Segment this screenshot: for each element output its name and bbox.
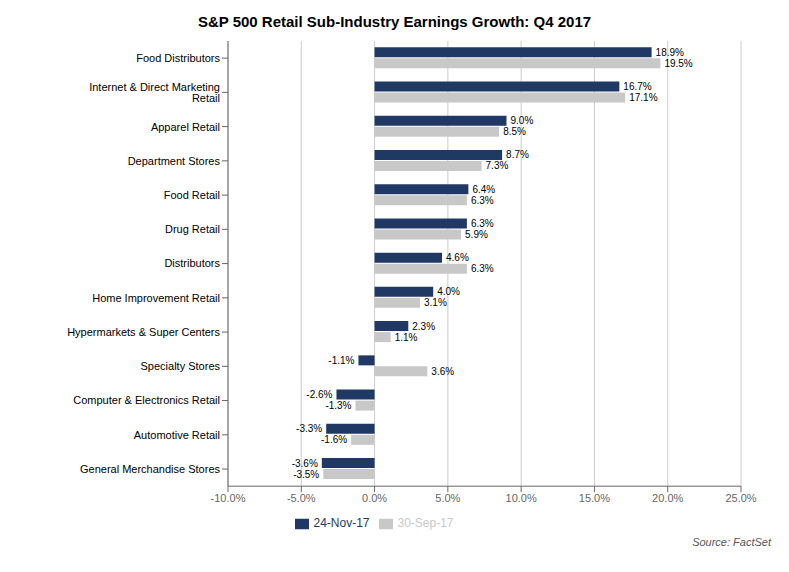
svg-text:1.1%: 1.1% [395, 332, 418, 343]
svg-text:6.4%: 6.4% [472, 184, 495, 195]
svg-text:Internet & Direct MarketingRet: Internet & Direct MarketingRetail [89, 81, 220, 104]
svg-text:Food Distributors: Food Distributors [136, 52, 220, 64]
svg-text:Distributors: Distributors [164, 257, 220, 269]
svg-text:0.0%: 0.0% [362, 492, 387, 504]
svg-text:9.0%: 9.0% [510, 115, 533, 126]
svg-text:25.0%: 25.0% [725, 492, 756, 504]
svg-text:Food Retail: Food Retail [164, 189, 220, 201]
html-text:24-Nov-17: 24-Nov-17 [313, 516, 370, 531]
svg-text:5.9%: 5.9% [465, 229, 488, 240]
svg-text:8.5%: 8.5% [503, 126, 526, 137]
svg-text:-3.6%: -3.6% [292, 458, 318, 469]
svg-text:Computer & Electronics Retail: Computer & Electronics Retail [73, 394, 220, 406]
svg-text:-2.6%: -2.6% [306, 389, 332, 400]
svg-text:-1.1%: -1.1% [328, 355, 354, 366]
svg-text:7.3%: 7.3% [486, 160, 509, 171]
svg-text:18.9%: 18.9% [656, 47, 684, 58]
svg-text:-3.5%: -3.5% [293, 469, 319, 480]
svg-text:2.3%: 2.3% [412, 321, 435, 332]
svg-text:Apparel Retail: Apparel Retail [151, 121, 220, 133]
svg-text:-5.0%: -5.0% [287, 492, 316, 504]
svg-text:15.0%: 15.0% [579, 492, 610, 504]
svg-text:5.0%: 5.0% [435, 492, 460, 504]
svg-text:Home Improvement Retail: Home Improvement Retail [92, 292, 220, 304]
svg-text:16.7%: 16.7% [623, 81, 651, 92]
svg-text:Drug Retail: Drug Retail [165, 223, 220, 235]
svg-text:4.6%: 4.6% [446, 252, 469, 263]
svg-text:4.0%: 4.0% [437, 286, 460, 297]
svg-text:Department Stores: Department Stores [128, 155, 221, 167]
html-text:Source: FactSet: Source: FactSet [692, 536, 771, 548]
svg-text:8.7%: 8.7% [506, 149, 529, 160]
svg-text:-1.6%: -1.6% [321, 434, 347, 445]
svg-text:6.3%: 6.3% [471, 195, 494, 206]
svg-text:3.1%: 3.1% [424, 297, 447, 308]
svg-text:10.0%: 10.0% [506, 492, 537, 504]
svg-text:17.1%: 17.1% [629, 92, 657, 103]
svg-text:General Merchandise Stores: General Merchandise Stores [80, 463, 221, 475]
svg-text:6.3%: 6.3% [471, 218, 494, 229]
html-text:S&P 500 Retail Sub-Industry Ea: S&P 500 Retail Sub-Industry Earnings Gro… [197, 13, 592, 30]
svg-text:-10.0%: -10.0% [211, 492, 246, 504]
svg-text:6.3%: 6.3% [471, 263, 494, 274]
svg-text:Automotive Retail: Automotive Retail [134, 429, 220, 441]
html-text:30-Sep-17: 30-Sep-17 [397, 516, 454, 531]
svg-text:20.0%: 20.0% [652, 492, 683, 504]
svg-text:19.5%: 19.5% [664, 58, 692, 69]
svg-text:3.6%: 3.6% [431, 366, 454, 377]
svg-text:-1.3%: -1.3% [325, 400, 351, 411]
svg-text:Specialty Stores: Specialty Stores [141, 360, 221, 372]
svg-text:Hypermarkets & Super Centers: Hypermarkets & Super Centers [67, 326, 220, 338]
svg-text:-3.3%: -3.3% [296, 423, 322, 434]
